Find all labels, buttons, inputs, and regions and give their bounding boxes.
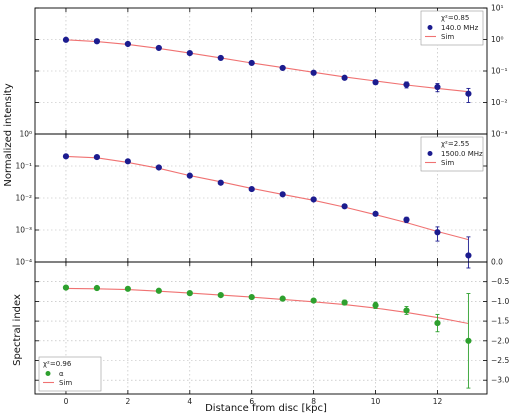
x-tick-label: 2 bbox=[125, 397, 130, 406]
data-point bbox=[279, 191, 286, 198]
x-tick-label: 12 bbox=[433, 397, 443, 406]
data-point bbox=[465, 90, 472, 97]
legend-chi-squared: χ²=0.96 bbox=[43, 360, 72, 368]
y-tick-label-right: 10⁻² bbox=[491, 98, 508, 107]
data-point bbox=[372, 79, 379, 86]
data-point bbox=[124, 285, 131, 292]
data-point bbox=[217, 54, 224, 62]
data-point bbox=[124, 40, 131, 48]
data-point bbox=[155, 287, 162, 294]
legend-chi-squared: χ²=0.85 bbox=[441, 14, 469, 22]
legend-entry-label: 1500.0 MHz bbox=[441, 150, 483, 158]
y-tick-label: 10⁻³ bbox=[15, 226, 32, 235]
y-tick-label-right: −1.5 bbox=[491, 317, 509, 326]
data-point bbox=[434, 83, 441, 91]
data-point bbox=[403, 307, 410, 314]
data-point bbox=[93, 284, 101, 292]
legend-marker bbox=[45, 371, 51, 376]
data-point bbox=[217, 291, 224, 299]
y-tick-label-right: −1.0 bbox=[491, 297, 509, 306]
data-point bbox=[248, 59, 255, 67]
data-point bbox=[279, 295, 286, 302]
x-tick-label: 6 bbox=[249, 397, 254, 406]
legend-entry-label: Sim bbox=[441, 33, 454, 41]
data-point bbox=[310, 69, 317, 76]
data-point bbox=[248, 185, 255, 193]
data-point bbox=[372, 210, 379, 217]
data-point bbox=[186, 290, 193, 297]
ylabel-spectral-index: Spectral index bbox=[12, 294, 23, 366]
y-tick-label: 10⁰ bbox=[19, 130, 32, 139]
y-tick-label-right: 10⁰ bbox=[491, 35, 504, 44]
data-point bbox=[62, 284, 70, 291]
data-point bbox=[403, 216, 410, 223]
y-tick-label-right: −2.0 bbox=[491, 336, 509, 345]
ylabel-normalized-intensity: Normalized intensity bbox=[3, 83, 14, 186]
y-tick-label-right: −0.5 bbox=[491, 277, 509, 286]
y-tick-label-right: 10⁻³ bbox=[491, 130, 508, 139]
x-tick-label: 8 bbox=[311, 397, 316, 406]
data-point bbox=[372, 302, 379, 309]
panel-bottom: 0 2 4 6 8 10 12 0.0 −0.5 −1.0 −1.5 −2.0 −2.5 −3.0 χ²=0… bbox=[34, 258, 509, 406]
data-point bbox=[403, 81, 410, 88]
legend-marker bbox=[427, 151, 433, 156]
x-tick-label: 10 bbox=[371, 397, 381, 406]
sim-line bbox=[65, 39, 469, 93]
xlabel: Distance from disc [kpc] bbox=[205, 403, 327, 414]
x-tick-label: 0 bbox=[64, 397, 69, 406]
data-point bbox=[434, 319, 441, 327]
data-point bbox=[310, 196, 317, 203]
panel-frame bbox=[34, 261, 488, 395]
sim-line bbox=[65, 287, 469, 325]
legend-chi-squared: χ²=2.55 bbox=[441, 140, 469, 148]
data-point bbox=[155, 44, 162, 52]
data-point bbox=[186, 172, 193, 179]
y-tick-label: 10⁻² bbox=[15, 194, 32, 203]
data-point bbox=[341, 203, 348, 210]
y-tick-label-right: 10⁻¹ bbox=[491, 67, 508, 76]
data-point bbox=[62, 36, 70, 43]
y-tick-label-right: −3.0 bbox=[491, 376, 509, 385]
data-point bbox=[248, 293, 255, 301]
data-point bbox=[155, 164, 162, 171]
data-point bbox=[93, 38, 101, 45]
legend-entry-label: α bbox=[59, 370, 64, 378]
y-tick-label: 10⁻⁴ bbox=[15, 258, 32, 267]
data-point bbox=[341, 74, 348, 81]
y-tick-label-right: −2.5 bbox=[491, 356, 509, 365]
sim-line bbox=[65, 155, 469, 241]
data-point bbox=[434, 229, 441, 236]
data-point bbox=[341, 299, 348, 306]
legend-entry-label: 140.0 MHz bbox=[441, 24, 479, 32]
data-point bbox=[124, 158, 131, 165]
y-tick-label-right: 10¹ bbox=[491, 4, 504, 13]
data-point bbox=[465, 252, 472, 259]
y-tick-label: 10⁻¹ bbox=[15, 162, 32, 171]
legend-marker bbox=[427, 25, 433, 30]
data-point bbox=[186, 50, 193, 57]
legend-entry-label: Sim bbox=[441, 159, 454, 167]
legend-entry-label: Sim bbox=[59, 379, 72, 387]
data-point bbox=[62, 153, 70, 160]
data-point bbox=[279, 64, 286, 72]
data-point bbox=[217, 179, 224, 186]
data-point bbox=[93, 153, 101, 161]
y-tick-label-right: 0.0 bbox=[491, 258, 503, 267]
data-point bbox=[465, 337, 472, 344]
x-tick-label: 4 bbox=[187, 397, 192, 406]
data-point bbox=[310, 297, 317, 304]
